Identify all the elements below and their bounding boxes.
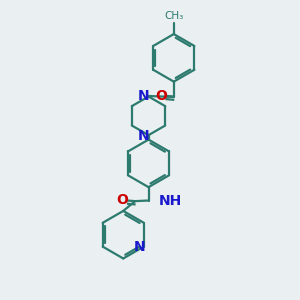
Text: O: O: [155, 88, 167, 103]
Text: O: O: [116, 193, 128, 207]
Text: CH₃: CH₃: [164, 11, 183, 21]
Text: N: N: [134, 240, 145, 254]
Text: NH: NH: [159, 194, 182, 208]
Text: N: N: [137, 129, 149, 143]
Text: N: N: [137, 89, 149, 103]
